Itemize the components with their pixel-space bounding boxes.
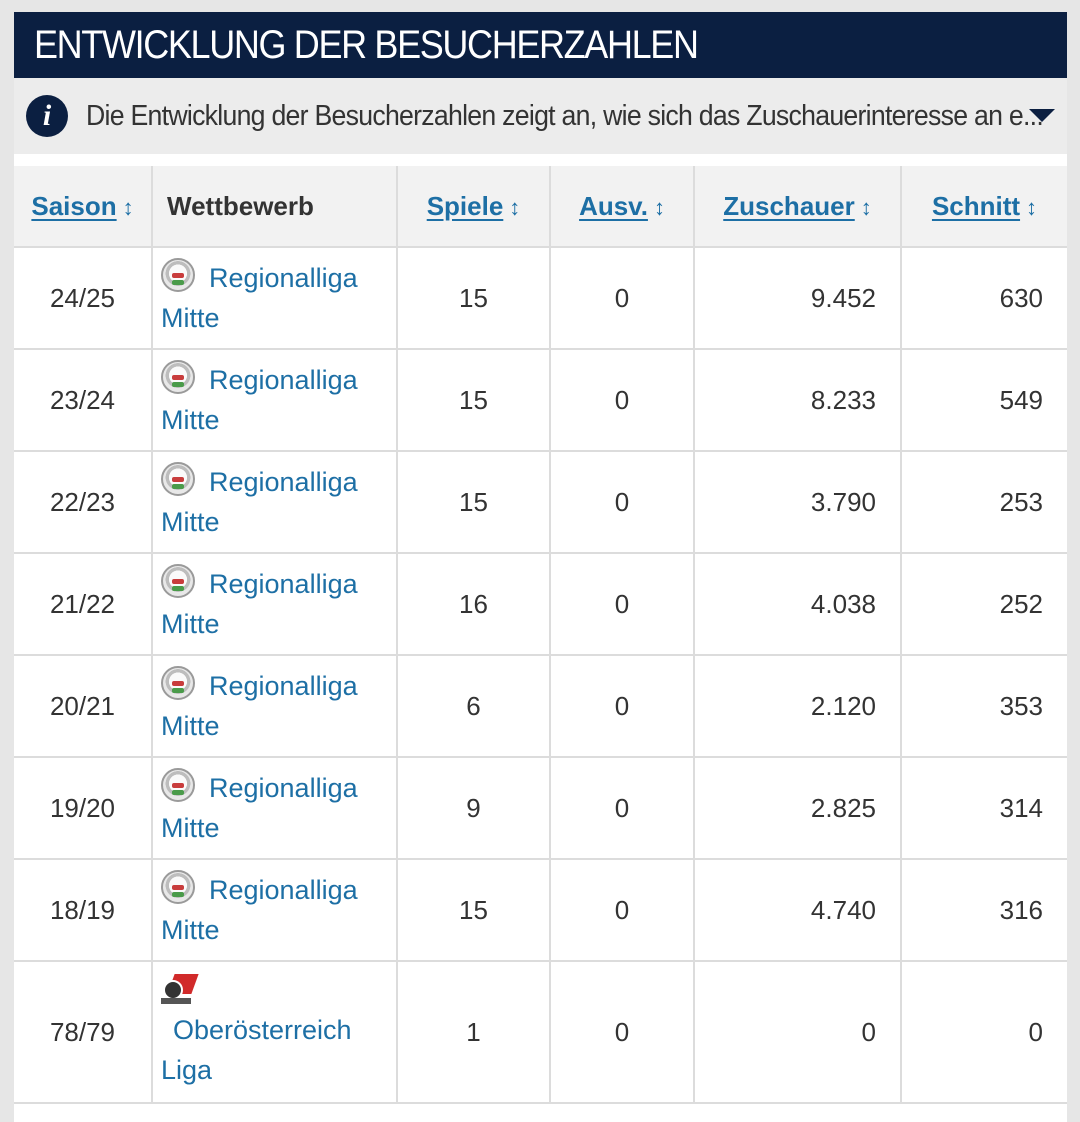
- competition-link[interactable]: Regionalliga Mitte: [161, 773, 358, 843]
- regionalliga-logo-icon[interactable]: [161, 870, 195, 904]
- cell-schnitt: 353: [900, 654, 1067, 758]
- table-row: 20/21 Regionalliga Mitte 6 0 2.120 353: [14, 654, 1067, 758]
- table-header-row: Saison ↕ Wettbewerb Spiele ↕ Ausv. ↕ Zuscha…: [14, 166, 1067, 248]
- cell-wettbewerb: Regionalliga Mitte: [151, 348, 398, 452]
- cell-schnitt: 630: [900, 246, 1067, 350]
- chevron-down-icon[interactable]: [1029, 109, 1055, 122]
- sort-link-saison[interactable]: Saison: [31, 190, 117, 221]
- attendance-table: Saison ↕ Wettbewerb Spiele ↕ Ausv. ↕ Zuscha…: [14, 166, 1067, 1104]
- cell-zuschauer: 3.790: [693, 450, 902, 554]
- cell-schnitt: 253: [900, 450, 1067, 554]
- cell-ausv: 0: [549, 348, 695, 452]
- table-row: 18/19 Regionalliga Mitte 15 0 4.740 316: [14, 858, 1067, 962]
- regionalliga-logo-icon[interactable]: [161, 666, 195, 700]
- info-icon: i: [26, 95, 68, 137]
- sort-arrows-icon[interactable]: ↕: [860, 194, 872, 220]
- cell-wettbewerb: Oberösterreich Liga: [151, 960, 398, 1104]
- column-label-wettbewerb: Wettbewerb: [167, 190, 314, 221]
- cell-schnitt: 549: [900, 348, 1067, 452]
- cell-wettbewerb: Regionalliga Mitte: [151, 756, 398, 860]
- sort-arrows-icon[interactable]: ↕: [122, 194, 134, 220]
- competition-link[interactable]: Oberösterreich Liga: [161, 1015, 352, 1085]
- cell-spiele: 16: [396, 552, 551, 656]
- cell-schnitt: 314: [900, 756, 1067, 860]
- column-header-spiele[interactable]: Spiele ↕: [396, 166, 551, 248]
- table-row: 19/20 Regionalliga Mitte 9 0 2.825 314: [14, 756, 1067, 860]
- regionalliga-logo-icon[interactable]: [161, 360, 195, 394]
- cell-ausv: 0: [549, 960, 695, 1104]
- cell-spiele: 1: [396, 960, 551, 1104]
- cell-zuschauer: 0: [693, 960, 902, 1104]
- regionalliga-logo-icon[interactable]: [161, 462, 195, 496]
- attendance-panel: ENTWICKLUNG DER BESUCHERZAHLEN i Die Ent…: [14, 12, 1067, 1122]
- column-header-schnitt[interactable]: Schnitt ↕: [900, 166, 1067, 248]
- info-bar[interactable]: i Die Entwicklung der Besucherzahlen zei…: [14, 78, 1067, 154]
- regionalliga-logo-icon[interactable]: [161, 258, 195, 292]
- cell-saison: 23/24: [14, 348, 153, 452]
- cell-ausv: 0: [549, 450, 695, 554]
- cell-saison: 22/23: [14, 450, 153, 554]
- cell-schnitt: 316: [900, 858, 1067, 962]
- cell-wettbewerb: Regionalliga Mitte: [151, 246, 398, 350]
- cell-ausv: 0: [549, 552, 695, 656]
- sort-arrows-icon[interactable]: ↕: [653, 194, 665, 220]
- cell-wettbewerb: Regionalliga Mitte: [151, 450, 398, 554]
- competition-link[interactable]: Regionalliga Mitte: [161, 467, 358, 537]
- column-header-saison[interactable]: Saison ↕: [14, 166, 153, 248]
- cell-spiele: 15: [396, 348, 551, 452]
- cell-ausv: 0: [549, 246, 695, 350]
- cell-spiele: 15: [396, 246, 551, 350]
- cell-wettbewerb: Regionalliga Mitte: [151, 552, 398, 656]
- cell-ausv: 0: [549, 858, 695, 962]
- cell-saison: 19/20: [14, 756, 153, 860]
- table-row: 22/23 Regionalliga Mitte 15 0 3.790 253: [14, 450, 1067, 554]
- regionalliga-logo-icon[interactable]: [161, 768, 195, 802]
- table-row: 78/79 Oberösterreich Liga 1 0 0 0: [14, 960, 1067, 1104]
- column-header-zuschauer[interactable]: Zuschauer ↕: [693, 166, 902, 248]
- cell-wettbewerb: Regionalliga Mitte: [151, 858, 398, 962]
- competition-link[interactable]: Regionalliga Mitte: [161, 263, 358, 333]
- cell-spiele: 15: [396, 450, 551, 554]
- cell-saison: 20/21: [14, 654, 153, 758]
- cell-saison: 18/19: [14, 858, 153, 962]
- ooe-liga-logo-icon[interactable]: [161, 974, 199, 1006]
- cell-ausv: 0: [549, 756, 695, 860]
- cell-zuschauer: 2.825: [693, 756, 902, 860]
- panel-title: ENTWICKLUNG DER BESUCHERZAHLEN: [34, 22, 699, 67]
- cell-zuschauer: 9.452: [693, 246, 902, 350]
- cell-zuschauer: 8.233: [693, 348, 902, 452]
- cell-saison: 21/22: [14, 552, 153, 656]
- info-text: Die Entwicklung der Besucherzahlen zeigt…: [86, 99, 1044, 132]
- sort-arrows-icon[interactable]: ↕: [1026, 194, 1038, 220]
- column-header-wettbewerb: Wettbewerb: [151, 166, 398, 248]
- sort-link-zuschauer[interactable]: Zuschauer: [723, 190, 855, 221]
- competition-link[interactable]: Regionalliga Mitte: [161, 365, 358, 435]
- table-row: 21/22 Regionalliga Mitte 16 0 4.038 252: [14, 552, 1067, 656]
- cell-saison: 78/79: [14, 960, 153, 1104]
- panel-header: ENTWICKLUNG DER BESUCHERZAHLEN: [14, 12, 1067, 78]
- cell-spiele: 15: [396, 858, 551, 962]
- cell-zuschauer: 4.740: [693, 858, 902, 962]
- cell-schnitt: 0: [900, 960, 1067, 1104]
- cell-schnitt: 252: [900, 552, 1067, 656]
- table-row: 24/25 Regionalliga Mitte 15 0 9.452 630: [14, 246, 1067, 350]
- competition-link[interactable]: Regionalliga Mitte: [161, 569, 358, 639]
- regionalliga-logo-icon[interactable]: [161, 564, 195, 598]
- cell-spiele: 6: [396, 654, 551, 758]
- table-row: 23/24 Regionalliga Mitte 15 0 8.233 549: [14, 348, 1067, 452]
- sort-arrows-icon[interactable]: ↕: [509, 194, 521, 220]
- sort-link-ausv[interactable]: Ausv.: [579, 190, 648, 221]
- cell-ausv: 0: [549, 654, 695, 758]
- competition-link[interactable]: Regionalliga Mitte: [161, 875, 358, 945]
- cell-zuschauer: 2.120: [693, 654, 902, 758]
- cell-spiele: 9: [396, 756, 551, 860]
- sort-link-schnitt[interactable]: Schnitt: [931, 190, 1021, 221]
- competition-link[interactable]: Regionalliga Mitte: [161, 671, 358, 741]
- cell-zuschauer: 4.038: [693, 552, 902, 656]
- cell-saison: 24/25: [14, 246, 153, 350]
- column-header-ausv[interactable]: Ausv. ↕: [549, 166, 695, 248]
- cell-wettbewerb: Regionalliga Mitte: [151, 654, 398, 758]
- sort-link-spiele[interactable]: Spiele: [426, 190, 504, 221]
